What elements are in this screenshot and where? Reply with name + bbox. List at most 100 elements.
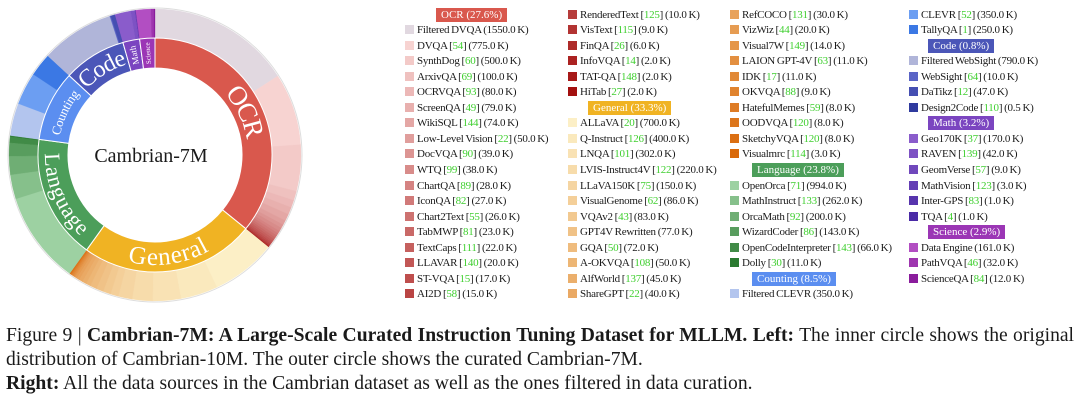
citation-ref[interactable]: 139 [961,148,978,161]
citation-ref[interactable]: 58 [446,288,457,301]
dataset-size: (27.0 K) [469,195,507,208]
citation-ref[interactable]: 50 [607,241,619,254]
citation-ref[interactable]: 99 [446,164,458,176]
citation-ref[interactable]: 64 [967,70,978,83]
citation-ref[interactable]: 22 [628,288,640,301]
legend-item: OCRVQA [93] (80.0 K) [405,85,517,100]
citation-ref[interactable]: 44 [778,24,790,37]
citation-ref[interactable]: 143 [836,241,852,254]
legend-item: ScienceQA [84] (12.0 K) [909,272,1024,287]
citation-ref[interactable]: 115 [617,24,634,37]
legend-item: PathVQA [46] (32.0 K) [909,256,1018,271]
citation-ref[interactable]: 52 [961,8,972,21]
citation-ref[interactable]: 111 [461,241,477,254]
citation-ref[interactable]: 22 [497,132,509,145]
citation-ref[interactable]: 26 [614,39,625,52]
legend-swatch [730,242,739,252]
citation-ref[interactable]: 108 [634,257,651,270]
citation-ref[interactable]: 83 [968,195,979,208]
citation-ref[interactable]: 92 [789,210,801,223]
legend-item: ScreenQA [49] (79.0 K) [405,101,516,116]
dataset-size: (2.0 K) [625,86,657,99]
citation-ref[interactable]: 12 [957,86,968,99]
citation-ref[interactable]: 84 [973,272,985,285]
legend-item: SketchyVQA [120] (8.0 K) [730,132,854,147]
citation-ref[interactable]: 133 [801,195,817,208]
citation-ref[interactable]: 1 [962,24,968,37]
citation-ref[interactable]: 59 [809,101,821,114]
citation-ref[interactable]: 17 [766,70,777,83]
legend-swatch [909,196,918,206]
citation-ref[interactable]: 71 [790,179,802,192]
citation-ref[interactable]: 86 [803,226,814,239]
dataset-size: (994.0 K) [804,179,847,192]
legend-swatch [909,133,918,143]
citation-ref[interactable]: 149 [789,39,805,52]
dataset-size: (38.0 K) [460,164,498,176]
legend-swatch [909,180,918,190]
citation-ref[interactable]: 120 [803,132,820,145]
legend-swatch [405,40,414,50]
legend-swatch [405,133,414,143]
citation-ref[interactable]: 15 [459,272,471,285]
citation-ref[interactable]: 125 [643,8,660,21]
dataset-size: (790.0 K) [996,55,1038,68]
legend-swatch [909,25,918,35]
citation-ref[interactable]: 101 [614,148,631,161]
citation-ref[interactable]: 75 [640,179,651,192]
citation-ref[interactable]: 54 [452,39,464,52]
dataset-name: RAVEN [921,148,957,161]
legend-item: ALLaVA [20] (700.0 K) [568,116,680,131]
citation-ref[interactable]: 93 [465,86,477,99]
citation-ref[interactable]: 110 [983,101,999,114]
citation-ref[interactable]: 144 [462,117,479,130]
citation-ref[interactable]: 57 [975,164,986,176]
citation-ref[interactable]: 90 [462,148,473,161]
citation-ref[interactable]: 30 [771,257,782,270]
citation-ref[interactable]: 55 [469,210,480,223]
legend-swatch [730,87,739,97]
dataset-name: OpenCodeInterpreter [742,241,831,254]
dataset-name: LLaVA150K [580,179,635,192]
citation-ref[interactable]: 123 [975,179,992,192]
citation-ref[interactable]: 120 [792,117,809,130]
citation-ref[interactable]: 37 [967,132,978,145]
citation-ref[interactable]: 49 [465,101,477,114]
citation-ref[interactable]: 148 [621,70,637,83]
dataset-name: LNQA [580,148,609,161]
legend-swatch [730,211,739,221]
legend-item: OKVQA [88] (9.0 K) [730,85,831,100]
dataset-name: AI2D [417,288,442,301]
citation-ref[interactable]: 27 [611,86,622,99]
legend-item: Visualmrc [114] (3.0 K) [730,147,841,162]
citation-ref[interactable]: 82 [455,195,467,208]
legend-swatch [568,25,577,35]
citation-ref[interactable]: 140 [462,257,479,270]
citation-ref[interactable]: 81 [463,226,474,239]
citation-ref[interactable]: 62 [647,195,659,208]
citation-ref[interactable]: 4 [947,210,954,223]
dataset-size: (0.5 K) [1002,101,1034,114]
citation-ref[interactable]: 122 [655,164,672,176]
citation-ref[interactable]: 137 [625,272,641,285]
citation-ref[interactable]: 69 [461,70,473,83]
legend-item: OrcaMath [92] (200.0 K) [730,210,846,225]
citation-ref[interactable]: 63 [817,55,828,68]
dataset-size: (3.0 K) [809,148,841,161]
legend-item: LAION GPT-4V [63] (11.0 K) [730,54,868,69]
dataset-name: Dolly [742,257,766,270]
citation-ref[interactable]: 131 [792,8,808,21]
citation-ref[interactable]: 43 [618,210,629,223]
legend-swatch [568,227,577,237]
citation-ref[interactable]: 20 [623,117,635,130]
citation-ref[interactable]: 60 [464,55,476,68]
dataset-name: Filtered CLEVR [742,288,811,301]
citation-ref[interactable]: 126 [628,132,644,145]
citation-ref[interactable]: 114 [790,148,806,161]
citation-ref[interactable]: 88 [785,86,796,99]
citation-ref[interactable]: 89 [460,179,471,192]
dataset-size: (50.0 K) [653,257,691,270]
citation-ref[interactable]: 46 [967,257,978,270]
dataset-name: RenderedText [580,8,639,21]
citation-ref[interactable]: 14 [625,55,636,68]
